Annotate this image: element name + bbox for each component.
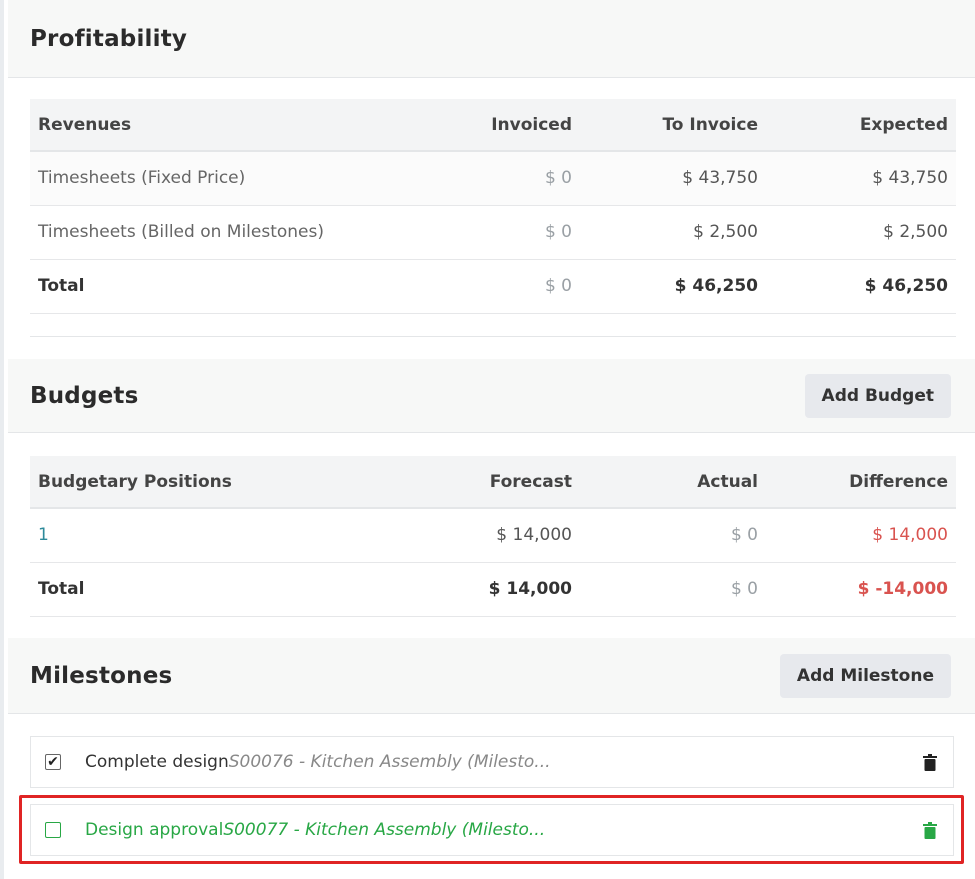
milestone-checkbox[interactable]: ✔ [45, 754, 61, 770]
divider [30, 336, 956, 337]
profitability-title: Profitability [30, 25, 188, 52]
milestone-ref: S00076 - Kitchen Assembly (Milesto... [228, 752, 551, 772]
col-forecast: Forecast [470, 456, 580, 509]
total-to-invoice: $ 46,250 [580, 259, 766, 314]
total-row: Total $ 0 $ 46,250 $ 46,250 [30, 259, 956, 314]
col-revenues: Revenues [30, 99, 470, 152]
row-actual: $ 0 [580, 508, 766, 563]
budgets-header: Budgets Add Budget [8, 359, 975, 433]
total-forecast: $ 14,000 [470, 562, 580, 617]
profitability-table: Revenues Invoiced To Invoice Expected Ti… [30, 99, 956, 314]
col-actual: Actual [580, 456, 766, 509]
selection-highlight [19, 795, 964, 864]
col-to-invoice: To Invoice [580, 99, 766, 152]
table-row: 1 $ 14,000 $ 0 $ 14,000 [30, 508, 956, 563]
trash-icon[interactable] [923, 821, 937, 839]
table-row: Timesheets (Billed on Milestones) $ 0 $ … [30, 205, 956, 260]
milestone-name: Design approval [85, 820, 224, 840]
check-icon: ✔ [47, 754, 59, 770]
milestone-name: Complete design [85, 752, 229, 772]
row-label: Timesheets (Fixed Price) [30, 151, 470, 206]
milestones-title: Milestones [30, 662, 173, 689]
col-budgetary-positions: Budgetary Positions [30, 456, 470, 509]
profitability-header: Profitability [8, 0, 975, 78]
col-difference: Difference [766, 456, 956, 509]
row-to-invoice: $ 2,500 [580, 205, 766, 260]
row-invoiced: $ 0 [470, 205, 580, 260]
row-expected: $ 43,750 [766, 151, 956, 206]
total-label: Total [30, 259, 470, 314]
row-difference: $ 14,000 [766, 508, 956, 563]
row-label: Timesheets (Billed on Milestones) [30, 205, 470, 260]
milestone-item-design-approval[interactable]: Design approval S00077 - Kitchen Assembl… [30, 804, 954, 856]
total-row: Total $ 14,000 $ 0 $ -14,000 [30, 562, 956, 617]
total-actual: $ 0 [580, 562, 766, 617]
milestone-checkbox[interactable] [45, 822, 61, 838]
table-header-row: Revenues Invoiced To Invoice Expected [30, 99, 956, 152]
total-invoiced: $ 0 [470, 259, 580, 314]
table-row: Timesheets (Fixed Price) $ 0 $ 43,750 $ … [30, 151, 956, 206]
table-header-row: Budgetary Positions Forecast Actual Diff… [30, 456, 956, 509]
row-forecast: $ 14,000 [470, 508, 580, 563]
total-difference: $ -14,000 [766, 562, 956, 617]
row-invoiced: $ 0 [470, 151, 580, 206]
row-expected: $ 2,500 [766, 205, 956, 260]
milestone-item-complete-design[interactable]: ✔ Complete design S00076 - Kitchen Assem… [30, 736, 954, 788]
row-to-invoice: $ 43,750 [580, 151, 766, 206]
budgets-table: Budgetary Positions Forecast Actual Diff… [30, 456, 956, 617]
milestone-ref: S00077 - Kitchen Assembly (Milesto... [223, 820, 546, 840]
total-expected: $ 46,250 [766, 259, 956, 314]
budgets-title: Budgets [30, 382, 139, 409]
add-budget-button[interactable]: Add Budget [804, 373, 951, 418]
budget-position-link[interactable]: 1 [30, 508, 470, 563]
add-milestone-button[interactable]: Add Milestone [779, 653, 951, 698]
total-label: Total [30, 562, 470, 617]
trash-icon[interactable] [923, 753, 937, 771]
col-expected: Expected [766, 99, 956, 152]
milestones-header: Milestones Add Milestone [8, 638, 975, 714]
col-invoiced: Invoiced [470, 99, 580, 152]
